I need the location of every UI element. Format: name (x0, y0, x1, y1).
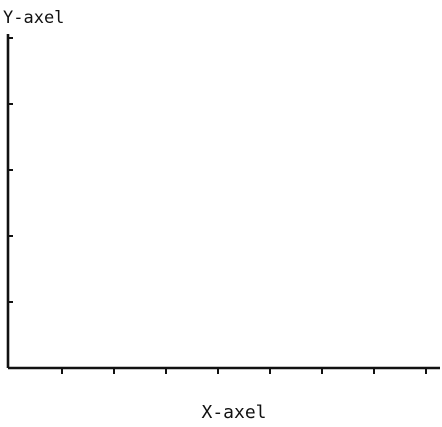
y-axis-label: Y-axel (3, 8, 64, 28)
y-axis-ticks (8, 37, 13, 303)
x-axis-ticks (61, 368, 427, 374)
x-axis-label: X-axel (201, 402, 266, 423)
